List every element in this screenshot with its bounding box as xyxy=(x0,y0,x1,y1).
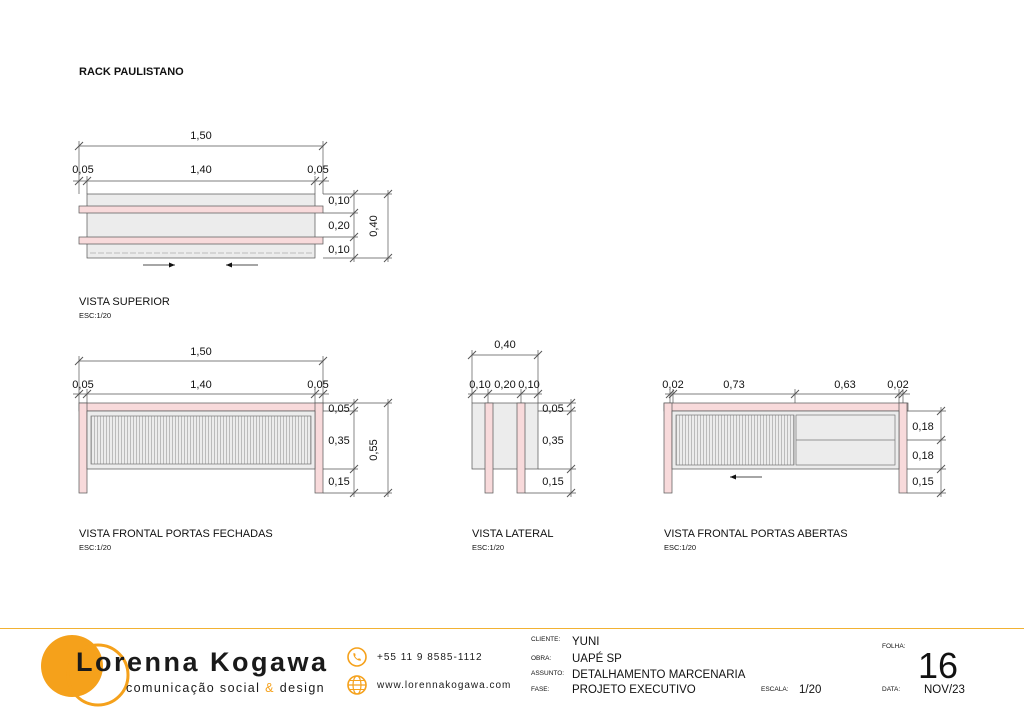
footer-divider xyxy=(0,628,1024,629)
brand-name: Lorenna Kogawa xyxy=(76,647,329,677)
value-obra: UAPÉ SP xyxy=(572,653,622,665)
front-dim-height: 0,55 xyxy=(368,439,380,460)
side-dim-r1: 0,05 xyxy=(542,403,563,415)
view-label-front-open: VISTA FRONTAL PORTAS ABERTAS xyxy=(664,528,848,540)
front-dim-left: 0,05 xyxy=(72,379,93,391)
front-dim-r2: 0,35 xyxy=(328,435,349,447)
open-dim-b: 0,73 xyxy=(723,379,744,391)
top-view xyxy=(73,141,393,268)
top-dim-right: 0,05 xyxy=(307,164,328,176)
value-cliente: YUNI xyxy=(572,636,600,648)
side-dim-a: 0,10 xyxy=(469,379,490,391)
value-data: NOV/23 xyxy=(924,684,965,696)
open-dim-r3: 0,15 xyxy=(912,476,933,488)
top-dim-total: 1,50 xyxy=(190,130,211,142)
side-dim-r3: 0,15 xyxy=(542,476,563,488)
top-dim-r1: 0,10 xyxy=(328,195,349,207)
value-assunto: DETALHAMENTO MARCENARIA xyxy=(572,669,746,681)
front-dim-r1: 0,05 xyxy=(328,403,349,415)
sheet-title: RACK PAULISTANO xyxy=(79,66,184,78)
side-dim-b: 0,20 xyxy=(494,379,515,391)
top-dim-r2: 0,20 xyxy=(328,220,349,232)
value-escala: 1/20 xyxy=(799,684,822,696)
front-dim-right: 0,05 xyxy=(307,379,328,391)
view-scale-front-open: ESC:1/20 xyxy=(664,543,697,552)
label-folha: FOLHA: xyxy=(882,643,906,650)
front-dim-mid: 1,40 xyxy=(190,379,211,391)
open-dim-r1: 0,18 xyxy=(912,421,933,433)
front-open-view xyxy=(663,389,946,498)
open-dim-a: 0,02 xyxy=(662,379,683,391)
view-scale-front-closed: ESC:1/20 xyxy=(79,543,112,552)
side-view xyxy=(467,350,576,498)
globe-icon xyxy=(347,675,367,695)
label-fase: FASE: xyxy=(531,686,550,693)
label-assunto: ASSUNTO: xyxy=(531,670,565,677)
technical-drawing: 1,50 0,05 1,40 0,05 0,10 0,20 0,10 0,40 xyxy=(72,130,946,498)
top-dim-left: 0,05 xyxy=(72,164,93,176)
front-closed-view xyxy=(73,356,393,498)
view-scale-top: ESC:1/20 xyxy=(79,311,112,320)
brand-phone: +55 11 9 8585-1112 xyxy=(377,652,483,663)
side-dim-c: 0,10 xyxy=(518,379,539,391)
open-dim-r2: 0,18 xyxy=(912,450,933,462)
open-dim-c: 0,63 xyxy=(834,379,855,391)
view-label-front-closed: VISTA FRONTAL PORTAS FECHADAS xyxy=(79,528,273,540)
label-escala: ESCALA: xyxy=(761,686,789,693)
view-label-top: VISTA SUPERIOR xyxy=(79,296,170,308)
side-dim-total: 0,40 xyxy=(494,339,515,351)
front-dim-r3: 0,15 xyxy=(328,476,349,488)
top-dim-depth: 0,40 xyxy=(368,215,380,236)
side-dim-r2: 0,35 xyxy=(542,435,563,447)
brand-logo-mark xyxy=(41,635,130,707)
brand-tagline: comunicação social & design xyxy=(126,681,326,695)
view-label-side: VISTA LATERAL xyxy=(472,528,554,540)
value-fase: PROJETO EXECUTIVO xyxy=(572,684,696,696)
front-dim-total: 1,50 xyxy=(190,346,211,358)
value-folha: 16 xyxy=(918,645,959,686)
phone-icon xyxy=(347,647,367,667)
label-cliente: CLIENTE: xyxy=(531,636,561,643)
label-data: DATA: xyxy=(882,686,901,693)
open-dim-d: 0,02 xyxy=(887,379,908,391)
view-scale-side: ESC:1/20 xyxy=(472,543,505,552)
top-dim-r3: 0,10 xyxy=(328,244,349,256)
top-dim-mid: 1,40 xyxy=(190,164,211,176)
label-obra: OBRA: xyxy=(531,655,552,662)
brand-website: www.lorennakogawa.com xyxy=(377,680,512,691)
